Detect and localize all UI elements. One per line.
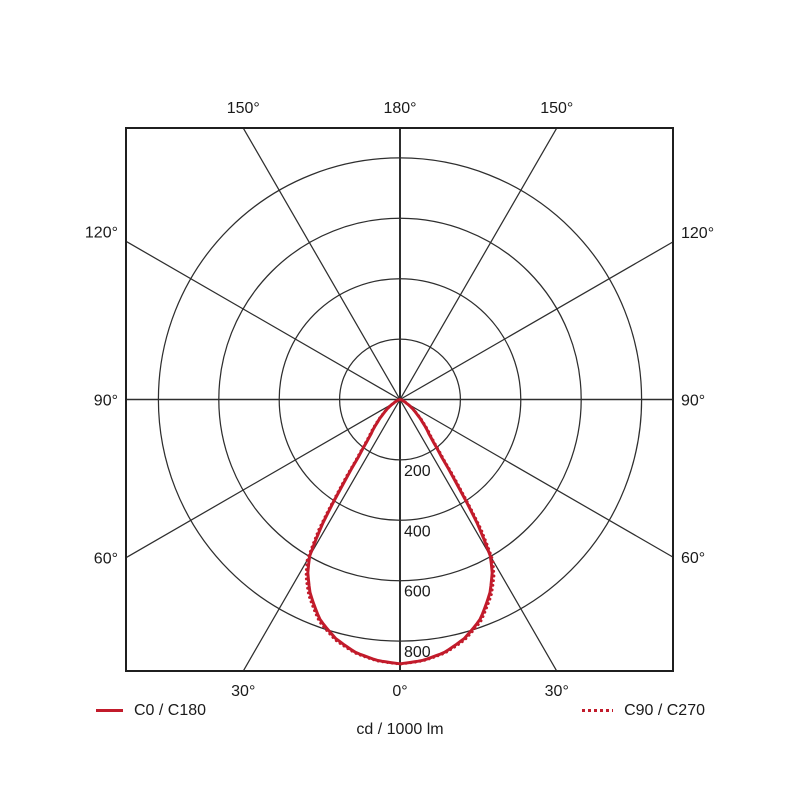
plot-frame	[125, 127, 674, 672]
angle-tick-label: 180°	[383, 100, 416, 117]
legend-item-c90-c270: C90 / C270	[582, 701, 705, 720]
radial-grid-line	[399, 241, 674, 401]
radial-grid-line	[399, 399, 558, 672]
legend-label-c0-c180: C0 / C180	[134, 702, 207, 719]
angle-tick-label: 150°	[227, 100, 260, 117]
angle-tick-label: 120°	[85, 224, 118, 241]
radial-tick-label: 800	[404, 644, 431, 661]
radial-grid-line	[242, 399, 401, 672]
radial-grid-line	[125, 240, 401, 401]
legend-item-c0-c180: C0 / C180	[96, 701, 206, 720]
radial-tick-label: 600	[404, 584, 431, 601]
radial-tick-label: 200	[404, 463, 431, 480]
radial-grid-line	[399, 127, 558, 400]
angle-tick-label: 30°	[231, 683, 255, 700]
radial-grid-line	[399, 398, 674, 558]
angle-tick-label: 0°	[392, 683, 407, 700]
angle-tick-label: 60°	[94, 551, 118, 568]
radial-grid-line	[125, 398, 401, 559]
angle-tick-label: 150°	[540, 100, 573, 117]
angle-tick-label: 90°	[94, 393, 118, 410]
angle-tick-label: 120°	[681, 225, 714, 242]
curve-c90-c270	[304, 398, 496, 666]
radial-grid-line	[242, 127, 401, 400]
solid-line-swatch-icon	[96, 709, 123, 712]
legend-label-c90-c270: C90 / C270	[624, 702, 705, 719]
radial-tick-label: 400	[404, 523, 431, 540]
units-label: cd / 1000 lm	[356, 721, 444, 738]
angle-tick-label: 90°	[681, 393, 705, 410]
dotted-line-swatch-icon	[582, 709, 614, 712]
angle-tick-label: 60°	[681, 550, 705, 567]
angle-tick-label: 30°	[545, 683, 569, 700]
